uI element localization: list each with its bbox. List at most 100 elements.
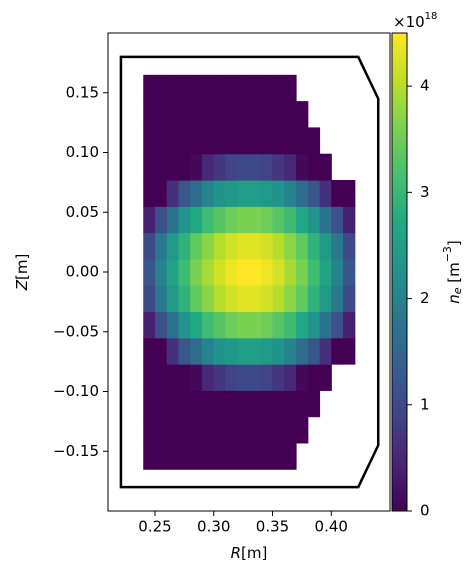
- heatmap-cell: [284, 442, 297, 470]
- heatmap-cell: [272, 285, 285, 313]
- heatmap-cell: [272, 337, 285, 365]
- heatmap-cell: [237, 364, 250, 391]
- heatmap-cell: [202, 232, 215, 260]
- heatmap-cell: [213, 390, 227, 418]
- heatmap-cell: [249, 416, 262, 444]
- heatmap-cell: [296, 364, 309, 391]
- heatmap-cell: [213, 442, 227, 470]
- heatmap-cell: [272, 311, 285, 339]
- heatmap-cell: [213, 74, 227, 102]
- heatmap-cell: [190, 285, 203, 313]
- y-tick-label: 0.10: [66, 143, 99, 161]
- heatmap-cell: [178, 127, 191, 155]
- heatmap-cell: [284, 101, 297, 129]
- heatmap-cell: [331, 311, 344, 339]
- heatmap-cell: [296, 127, 309, 155]
- heatmap-cell: [155, 232, 168, 260]
- heatmap-cell: [249, 206, 262, 234]
- heatmap-cell: [225, 206, 238, 234]
- heatmap-cell: [213, 416, 227, 444]
- heatmap-cell: [343, 179, 356, 207]
- heatmap-cell: [225, 74, 238, 102]
- heatmap-cell: [296, 232, 309, 260]
- heatmap-cell: [202, 153, 215, 181]
- heatmap-cell: [296, 337, 309, 365]
- heatmap-cell: [178, 390, 191, 418]
- heatmap-cell: [213, 101, 227, 129]
- heatmap-cell: [260, 337, 274, 365]
- heatmap-cell: [178, 153, 191, 181]
- heatmap-cell: [202, 442, 215, 470]
- heatmap-cell: [331, 206, 344, 234]
- heatmap-cell: [166, 206, 180, 234]
- heatmap-cell: [249, 311, 262, 339]
- heatmap-cell: [260, 416, 274, 444]
- heatmap-cell: [166, 311, 180, 339]
- heatmap-cell: [225, 101, 238, 129]
- heatmap-cell: [202, 127, 215, 155]
- heatmap-cell: [307, 127, 321, 155]
- y-axis-label: Z[m]: [13, 254, 31, 292]
- heatmap-cell: [178, 285, 191, 313]
- heatmap-cell: [249, 232, 262, 260]
- heatmap-cell: [307, 232, 321, 260]
- heatmap-cell: [237, 179, 250, 207]
- heatmap-cell: [155, 416, 168, 444]
- heatmap-cell: [319, 179, 332, 207]
- heatmap-cell: [260, 364, 274, 391]
- heatmap-cell: [237, 337, 250, 365]
- heatmap-cell: [331, 232, 344, 260]
- heatmap-cell: [190, 390, 203, 418]
- heatmap-cell: [202, 311, 215, 339]
- heatmap-cell: [213, 153, 227, 181]
- heatmap-cell: [331, 285, 344, 313]
- y-tick-label: 0.15: [66, 83, 99, 101]
- heatmap-cell: [284, 311, 297, 339]
- heatmap-cell: [190, 442, 203, 470]
- heatmap-cell: [319, 337, 332, 365]
- heatmap-cell: [249, 258, 262, 286]
- heatmap-cell: [260, 127, 274, 155]
- heatmap-cell: [202, 179, 215, 207]
- heatmap-cell: [260, 153, 274, 181]
- heatmap-cell: [190, 311, 203, 339]
- heatmap-cell: [284, 127, 297, 155]
- heatmap-cell: [190, 179, 203, 207]
- heatmap-cell: [143, 416, 156, 444]
- heatmap-cell: [213, 232, 227, 260]
- heatmap-cell: [249, 285, 262, 313]
- colorbar-offset: ×1018: [393, 11, 437, 31]
- heatmap-cell: [213, 311, 227, 339]
- heatmap-cell: [237, 311, 250, 339]
- heatmap-cell: [272, 101, 285, 129]
- heatmap-cell: [249, 153, 262, 181]
- heatmap-cell: [178, 74, 191, 102]
- heatmap-cell: [143, 74, 156, 102]
- heatmap-cell: [225, 285, 238, 313]
- heatmap-cell: [190, 337, 203, 365]
- heatmap-cell: [155, 101, 168, 129]
- heatmap-cell: [260, 258, 274, 286]
- heatmap-cell: [343, 311, 356, 339]
- heatmap-cell: [225, 127, 238, 155]
- heatmap-cell: [296, 390, 309, 418]
- heatmap-cell: [307, 364, 321, 391]
- heatmap-cell: [166, 442, 180, 470]
- heatmap-cell: [249, 337, 262, 365]
- y-tick-label: −0.15: [53, 442, 99, 460]
- heatmap-cell: [272, 390, 285, 418]
- heatmap-cell: [260, 285, 274, 313]
- heatmap-cell: [225, 311, 238, 339]
- heatmap-cell: [213, 206, 227, 234]
- heatmap-cell: [166, 153, 180, 181]
- heatmap-cell: [237, 127, 250, 155]
- heatmap-cell: [225, 364, 238, 391]
- heatmap-cell: [155, 337, 168, 365]
- heatmap-cell: [166, 232, 180, 260]
- colorbar: [391, 32, 408, 512]
- heatmap-cell: [284, 285, 297, 313]
- heatmap-cell: [331, 179, 344, 207]
- heatmap-cell: [249, 127, 262, 155]
- heatmap-cell: [319, 258, 332, 286]
- heatmap-cell: [307, 337, 321, 365]
